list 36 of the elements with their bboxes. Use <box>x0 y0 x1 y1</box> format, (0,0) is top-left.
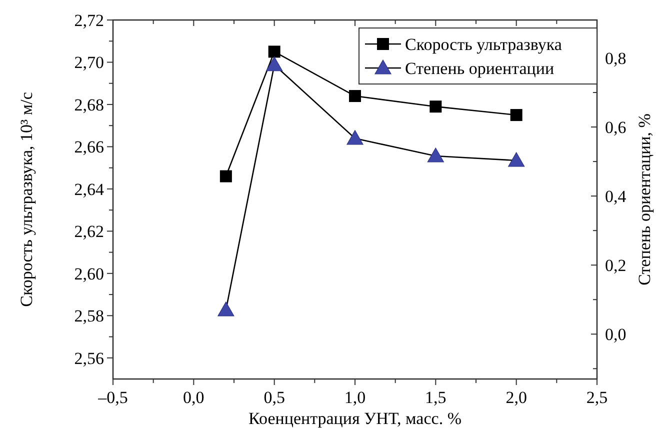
y-tick-label: 2,58 <box>74 306 104 326</box>
y2-axis-title: Степень ориентации, % <box>635 114 654 286</box>
point <box>510 109 522 122</box>
x-tick-label: 0,5 <box>264 388 285 407</box>
legend-label: Скорость ультразвука <box>405 35 562 54</box>
y2-tick-label: 0,6 <box>605 118 626 138</box>
y2-tick-label: 0,2 <box>605 256 626 276</box>
legend-label: Степень ориентации <box>405 59 554 78</box>
x-tick-label: –0,5 <box>97 388 128 407</box>
point <box>349 90 361 102</box>
x-tick-label: 1,0 <box>344 388 366 407</box>
point <box>346 130 364 145</box>
x-tick-label: 2,5 <box>586 388 608 407</box>
y2-tick-label: 0,0 <box>605 325 626 344</box>
y2-tick-label: 0,8 <box>605 48 626 68</box>
y-tick-label: 2,66 <box>74 138 104 157</box>
y-tick-label: 2,70 <box>74 53 104 72</box>
y-tick-label: 2,56 <box>74 348 104 368</box>
x-tick-label: 0,0 <box>183 388 204 407</box>
x-tick-label: 2,0 <box>506 388 527 407</box>
y-axis-title: Скорость ультразвука, 10³ м/с <box>17 92 36 307</box>
y-tick-label: 2,62 <box>74 222 104 242</box>
point <box>218 302 234 316</box>
point <box>268 46 280 58</box>
y-tick-label: 2,72 <box>74 11 104 30</box>
point <box>427 148 444 162</box>
x-tick-label: 1,5 <box>425 388 446 407</box>
point <box>430 100 442 113</box>
point <box>266 56 283 72</box>
point <box>220 170 232 182</box>
y-tick-label: 2,64 <box>74 180 104 199</box>
point <box>508 152 525 167</box>
y-tick-label: 2,60 <box>74 264 104 284</box>
y-tick-label: 2,68 <box>74 95 104 114</box>
y2-tick-label: 0,4 <box>605 187 627 206</box>
x-axis-title: Коенцентрация УНТ, масс. % <box>248 409 462 428</box>
